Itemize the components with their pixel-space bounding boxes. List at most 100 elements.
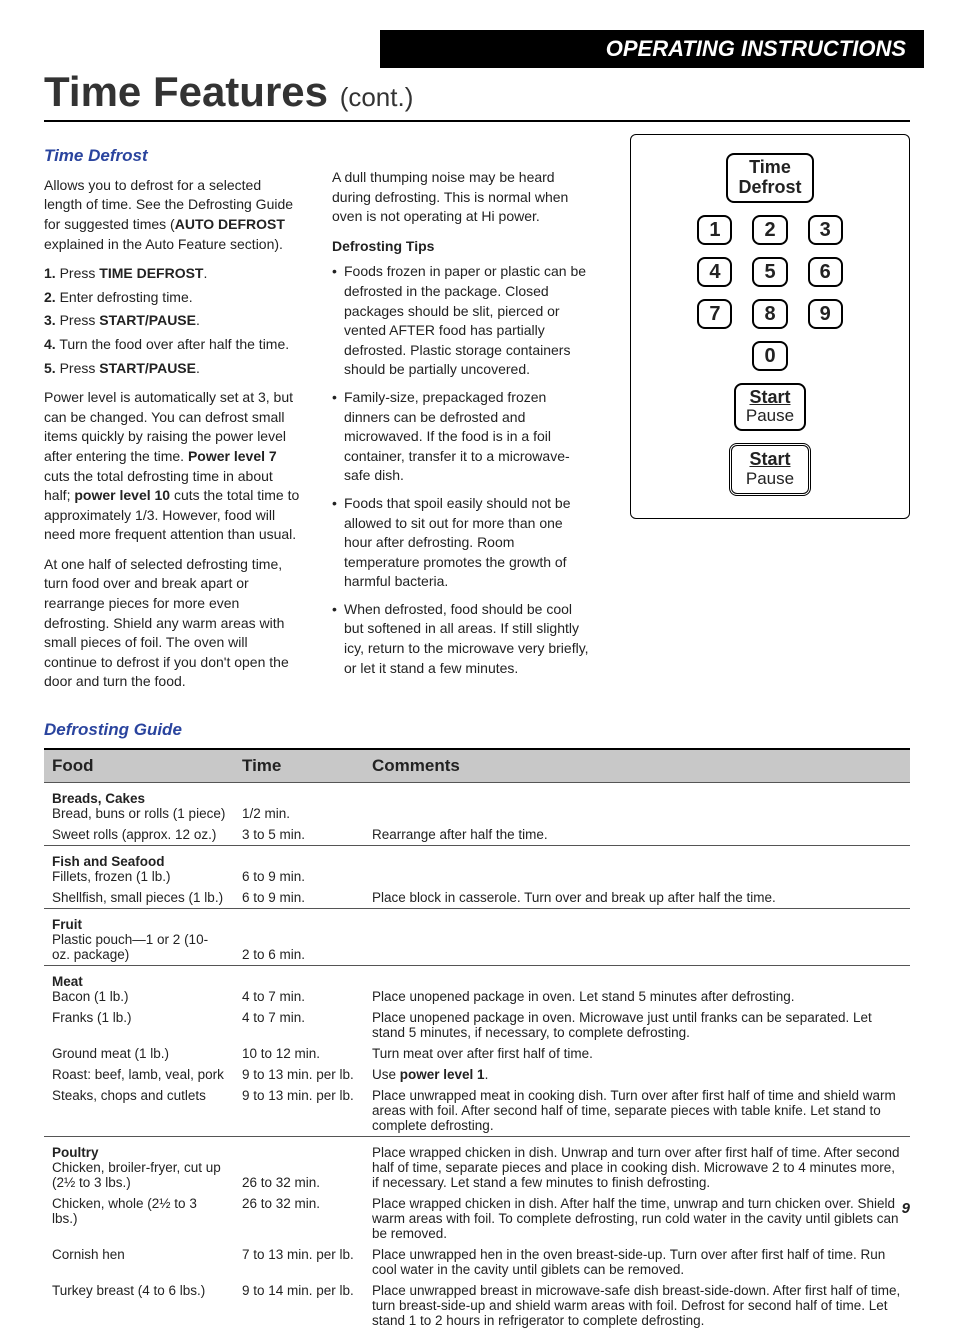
cell-comments: Place wrapped chicken in dish. Unwrap an… [364, 1137, 910, 1194]
cell-food: FruitPlastic pouch—1 or 2 (10-oz. packag… [44, 909, 234, 966]
step-item: 5. Press START/PAUSE. [44, 359, 302, 379]
step-item: 2. Enter defrosting time. [44, 288, 302, 308]
table-row: Fish and SeafoodFillets, frozen (1 lb.)6… [44, 846, 910, 888]
cell-food: Shellfish, small pieces (1 lb.) [44, 887, 234, 909]
cell-food: PoultryChicken, broiler-fryer, cut up (2… [44, 1137, 234, 1194]
cell-comments [364, 783, 910, 825]
title-suffix: (cont.) [340, 82, 414, 112]
table-row: Breads, CakesBread, buns or rolls (1 pie… [44, 783, 910, 825]
table-row: Sweet rolls (approx. 12 oz.)3 to 5 min.R… [44, 824, 910, 846]
cell-food: Fish and SeafoodFillets, frozen (1 lb.) [44, 846, 234, 888]
table-row: MeatBacon (1 lb.)4 to 7 min.Place unopen… [44, 966, 910, 1008]
defrosting-tips-heading: Defrosting Tips [332, 237, 590, 257]
cell-comments: Place block in casserole. Turn over and … [364, 887, 910, 909]
digit-0: 0 [752, 341, 787, 371]
digit-row-2: 4 5 6 [697, 257, 842, 287]
section-header-bar: OPERATING INSTRUCTIONS [380, 30, 924, 68]
digit-9: 9 [808, 299, 843, 329]
cell-food: Sweet rolls (approx. 12 oz.) [44, 824, 234, 846]
power-level-paragraph: Power level is automatically set at 3, b… [44, 388, 302, 545]
defrosting-guide-table: Food Time Comments Breads, CakesBread, b… [44, 750, 910, 1331]
cell-food: MeatBacon (1 lb.) [44, 966, 234, 1008]
table-row: Cornish hen7 to 13 min. per lb.Place unw… [44, 1244, 910, 1280]
cell-time: 4 to 7 min. [234, 1007, 364, 1043]
intro-paragraph: Allows you to defrost for a selected len… [44, 176, 302, 254]
cell-comments: Place unwrapped meat in cooking dish. Tu… [364, 1085, 910, 1137]
cell-comments [364, 846, 910, 888]
cell-time: 7 to 13 min. per lb. [234, 1244, 364, 1280]
intro-b: explained in the Auto Feature section). [44, 236, 283, 252]
defrosting-guide-heading: Defrosting Guide [44, 720, 910, 740]
th-time: Time [234, 750, 364, 783]
cell-time: 26 to 32 min. [234, 1137, 364, 1194]
cell-time: 6 to 9 min. [234, 846, 364, 888]
digit-row-4: 0 [752, 341, 787, 371]
cell-comments: Use power level 1. [364, 1064, 910, 1085]
tip-item: Foods frozen in paper or plastic can be … [332, 262, 590, 380]
page-title: Time Features (cont.) [44, 68, 910, 116]
table-row: Shellfish, small pieces (1 lb.)6 to 9 mi… [44, 887, 910, 909]
cell-comments: Place unopened package in oven. Microwav… [364, 1007, 910, 1043]
cell-time: 1/2 min. [234, 783, 364, 825]
td-l2: Defrost [738, 178, 801, 198]
step-item: 1. Press TIME DEFROST. [44, 264, 302, 284]
digit-7: 7 [697, 299, 732, 329]
table-header-row: Food Time Comments [44, 750, 910, 783]
digit-row-1: 1 2 3 [697, 215, 842, 245]
cell-food: Franks (1 lb.) [44, 1007, 234, 1043]
steps-list: 1. Press TIME DEFROST. 2. Enter defrostin… [44, 264, 302, 378]
cell-time: 26 to 32 min. [234, 1193, 364, 1244]
intro-bold: AUTO DEFROST [175, 216, 285, 232]
cell-comments: Place wrapped chicken in dish. After hal… [364, 1193, 910, 1244]
tip-item: Foods that spoil easily should not be al… [332, 494, 590, 592]
cell-time: 10 to 12 min. [234, 1043, 364, 1064]
thumping-paragraph: A dull thumping noise may be heard durin… [332, 168, 590, 227]
tips-list: Foods frozen in paper or plastic can be … [332, 262, 590, 678]
time-defrost-heading: Time Defrost [44, 144, 302, 168]
start-pause-button-2: Start Pause [729, 443, 811, 495]
cell-comments [364, 909, 910, 966]
cell-food: Cornish hen [44, 1244, 234, 1280]
page-number: 9 [902, 1200, 910, 1217]
cell-time: 2 to 6 min. [234, 909, 364, 966]
table-row: Chicken, whole (2½ to 3 lbs.)26 to 32 mi… [44, 1193, 910, 1244]
column-left: Time Defrost Allows you to defrost for a… [44, 134, 302, 702]
step-item: 3. Press START/PAUSE. [44, 311, 302, 331]
cell-time: 9 to 14 min. per lb. [234, 1280, 364, 1331]
p2b1: Power level 7 [188, 448, 277, 464]
cell-comments: Place unwrapped breast in microwave-safe… [364, 1280, 910, 1331]
cell-time: 3 to 5 min. [234, 824, 364, 846]
cell-time: 9 to 13 min. per lb. [234, 1064, 364, 1085]
cell-time: 9 to 13 min. per lb. [234, 1085, 364, 1137]
digit-2: 2 [752, 215, 787, 245]
table-row: Turkey breast (4 to 6 lbs.)9 to 14 min. … [44, 1280, 910, 1331]
keypad-diagram: Time Defrost 1 2 3 4 5 6 7 8 9 [620, 134, 910, 702]
digit-4: 4 [697, 257, 732, 287]
cell-food: Turkey breast (4 to 6 lbs.) [44, 1280, 234, 1331]
title-rule [44, 120, 910, 122]
th-food: Food [44, 750, 234, 783]
td-l1: Time [738, 158, 801, 178]
p2b2: power level 10 [74, 487, 170, 503]
th-comments: Comments [364, 750, 910, 783]
cell-comments: Turn meat over after first half of time. [364, 1043, 910, 1064]
sp1-l2: Pause [746, 407, 794, 426]
cell-comments: Rearrange after half the time. [364, 824, 910, 846]
cell-food: Ground meat (1 lb.) [44, 1043, 234, 1064]
table-row: Franks (1 lb.)4 to 7 min.Place unopened … [44, 1007, 910, 1043]
cell-food: Breads, CakesBread, buns or rolls (1 pie… [44, 783, 234, 825]
sp2-l1: Start [746, 450, 794, 470]
sp2-l2: Pause [746, 470, 794, 489]
time-defrost-button: Time Defrost [726, 153, 813, 203]
table-row: PoultryChicken, broiler-fryer, cut up (2… [44, 1137, 910, 1194]
cell-comments: Place unwrapped hen in the oven breast-s… [364, 1244, 910, 1280]
cell-time: 4 to 7 min. [234, 966, 364, 1008]
tip-item: Family-size, prepackaged frozen dinners … [332, 388, 590, 486]
column-middle: A dull thumping noise may be heard durin… [332, 134, 590, 702]
cell-food: Roast: beef, lamb, veal, pork [44, 1064, 234, 1085]
step-item: 4. Turn the food over after half the tim… [44, 335, 302, 355]
start-pause-button-1: Start Pause [734, 383, 806, 431]
sp1-l1: Start [746, 388, 794, 408]
table-row: Roast: beef, lamb, veal, pork9 to 13 min… [44, 1064, 910, 1085]
cell-time: 6 to 9 min. [234, 887, 364, 909]
